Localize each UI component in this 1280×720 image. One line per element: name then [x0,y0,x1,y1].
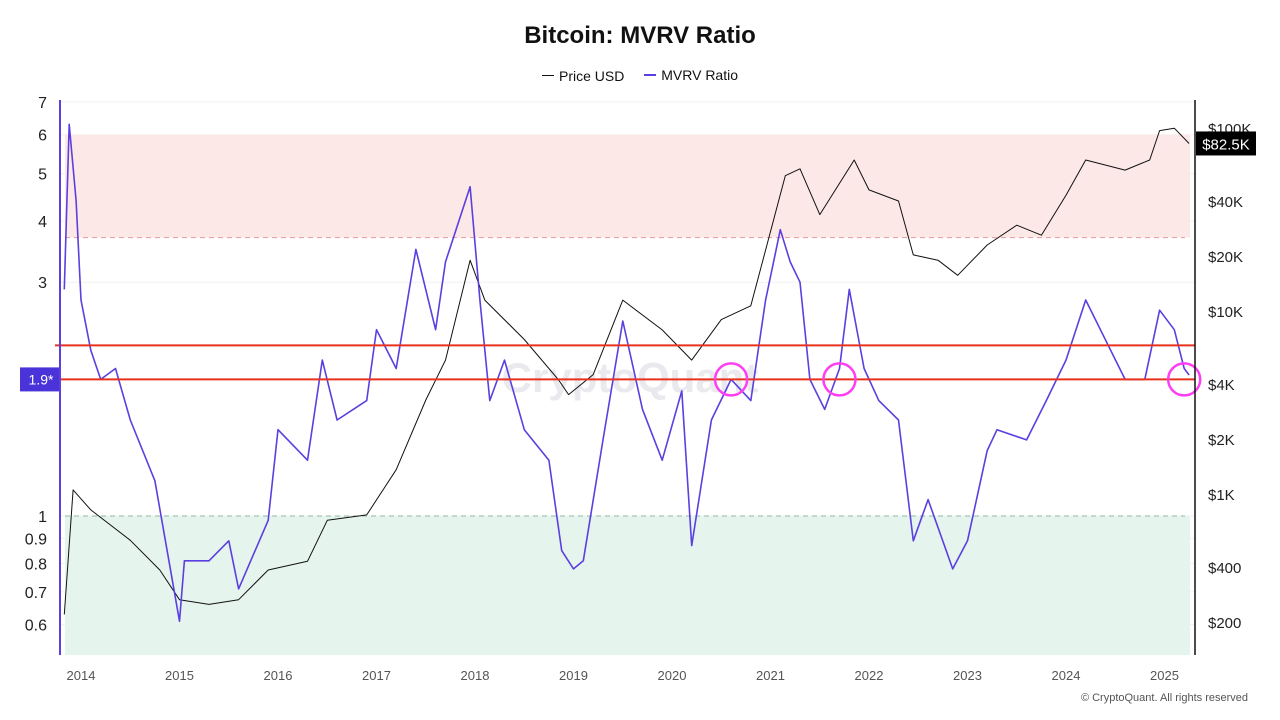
last-price-label: $82.5K [1202,136,1250,153]
x-tick-label: 2019 [559,668,588,683]
reference-label-box [20,367,60,392]
legend-swatch-mvrv [644,74,657,76]
chart-title: Bitcoin: MVRV Ratio [524,22,756,49]
y-right-tick-label: $400 [1208,560,1241,577]
last-price-box [1196,131,1256,156]
y-left-tick-label: 7 [38,95,47,112]
y-right-tick-label: $20K [1208,249,1243,266]
annotation-circle [713,362,749,397]
x-tick-label: 2018 [461,668,490,683]
y-left-tick-label: 0.6 [25,618,47,635]
y-left-tick-label: 6 [38,128,47,145]
legend-item-price[interactable]: Price USD [541,67,625,84]
zone-band [65,516,1190,655]
annotation-circle [1166,362,1202,397]
x-tick-label: 2017 [362,668,391,683]
y-right-tick-label: $1K [1208,487,1235,504]
y-left-tick-label: 1 [38,509,47,526]
y-left-tick-label: 0.9 [25,531,47,548]
legend-label-mvrv: MVRV Ratio [661,67,739,83]
x-tick-label: 2020 [658,668,687,683]
legend-item-mvrv[interactable]: MVRV Ratio [644,67,738,83]
y-left-tick-label: 5 [38,167,47,184]
x-tick-label: 2014 [67,668,96,683]
x-tick-label: 2015 [165,668,194,683]
reference-label: 1.9* [29,371,54,387]
x-tick-label: 2023 [953,668,982,683]
y-left-tick-label: 3 [38,275,47,292]
x-tick-label: 2021 [756,668,785,683]
x-tick-label: 2025 [1150,668,1179,683]
legend: Price USD MVRV Ratio [0,63,1280,84]
zone-band [65,134,1190,238]
annotation-circle [822,362,857,397]
copyright-footer: © CryptoQuant. All rights reserved [1080,692,1248,704]
x-tick-label: 2016 [264,668,293,683]
y-left-tick-label: 0.8 [25,556,47,573]
y-right-tick-label: $2K [1208,432,1235,449]
legend-label-price: Price USD [558,67,625,84]
y-left-tick-label: 0.7 [25,585,47,602]
y-right-tick-label: $40K [1208,194,1243,211]
legend-swatch-price [541,75,554,76]
watermark: CryptoQuant [502,354,759,401]
y-right-tick-label: $10K [1208,304,1243,321]
y-right-tick-label: $4K [1208,377,1235,394]
y-right-tick-label: $200 [1208,615,1241,632]
y-left-tick-label: 4 [38,214,47,231]
x-tick-label: 2022 [855,668,884,683]
x-tick-label: 2024 [1052,668,1081,683]
mvrv-line [63,123,1190,622]
